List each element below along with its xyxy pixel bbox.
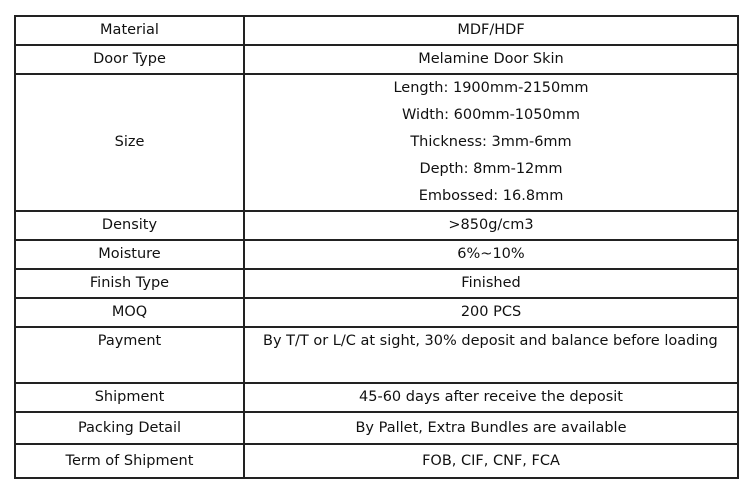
row-label: Material xyxy=(14,15,245,46)
row-label: Density xyxy=(14,210,245,241)
size-length: Length: 1900mm-2150mm xyxy=(393,80,589,96)
size-thickness: Thickness: 3mm-6mm xyxy=(410,134,572,150)
table-row: Door Type Melamine Door Skin xyxy=(14,44,739,75)
row-value: FOB, CIF, CNF, FCA xyxy=(243,443,739,479)
row-value: Finished xyxy=(243,268,739,299)
row-label: Moisture xyxy=(14,239,245,270)
table-row: Density >850g/cm3 xyxy=(14,210,739,241)
size-depth: Depth: 8mm-12mm xyxy=(419,161,563,177)
table-row: Packing Detail By Pallet, Extra Bundles … xyxy=(14,411,739,445)
table-row: Finish Type Finished xyxy=(14,268,739,299)
row-value: MDF/HDF xyxy=(243,15,739,46)
row-label: Shipment xyxy=(14,382,245,413)
row-value: Melamine Door Skin xyxy=(243,44,739,75)
product-spec-table: Material MDF/HDF Door Type Melamine Door… xyxy=(14,15,739,479)
size-embossed: Embossed: 16.8mm xyxy=(418,188,564,204)
table-row: MOQ 200 PCS xyxy=(14,297,739,328)
row-label: Term of Shipment xyxy=(14,443,245,479)
table-row: Shipment 45-60 days after receive the de… xyxy=(14,382,739,413)
row-value: By Pallet, Extra Bundles are available xyxy=(243,411,739,445)
row-label: MOQ xyxy=(14,297,245,328)
row-value: 6%~10% xyxy=(243,239,739,270)
table-row: Moisture 6%~10% xyxy=(14,239,739,270)
row-value: >850g/cm3 xyxy=(243,210,739,241)
row-value: By T/T or L/C at sight, 30% deposit and … xyxy=(243,326,739,384)
row-label: Packing Detail xyxy=(14,411,245,445)
table-row: Term of Shipment FOB, CIF, CNF, FCA xyxy=(14,443,739,479)
size-width: Width: 600mm-1050mm xyxy=(402,107,580,123)
table-row: Payment By T/T or L/C at sight, 30% depo… xyxy=(14,326,739,384)
table-row: Size Length: 1900mm-2150mm Width: 600mm-… xyxy=(14,73,739,212)
table-row: Material MDF/HDF xyxy=(14,15,739,46)
row-label: Size xyxy=(14,73,245,212)
row-label: Payment xyxy=(14,326,245,384)
row-value: 200 PCS xyxy=(243,297,739,328)
row-label: Finish Type xyxy=(14,268,245,299)
row-label: Door Type xyxy=(14,44,245,75)
row-value: 45-60 days after receive the deposit xyxy=(243,382,739,413)
row-value: Length: 1900mm-2150mm Width: 600mm-1050m… xyxy=(243,73,739,212)
